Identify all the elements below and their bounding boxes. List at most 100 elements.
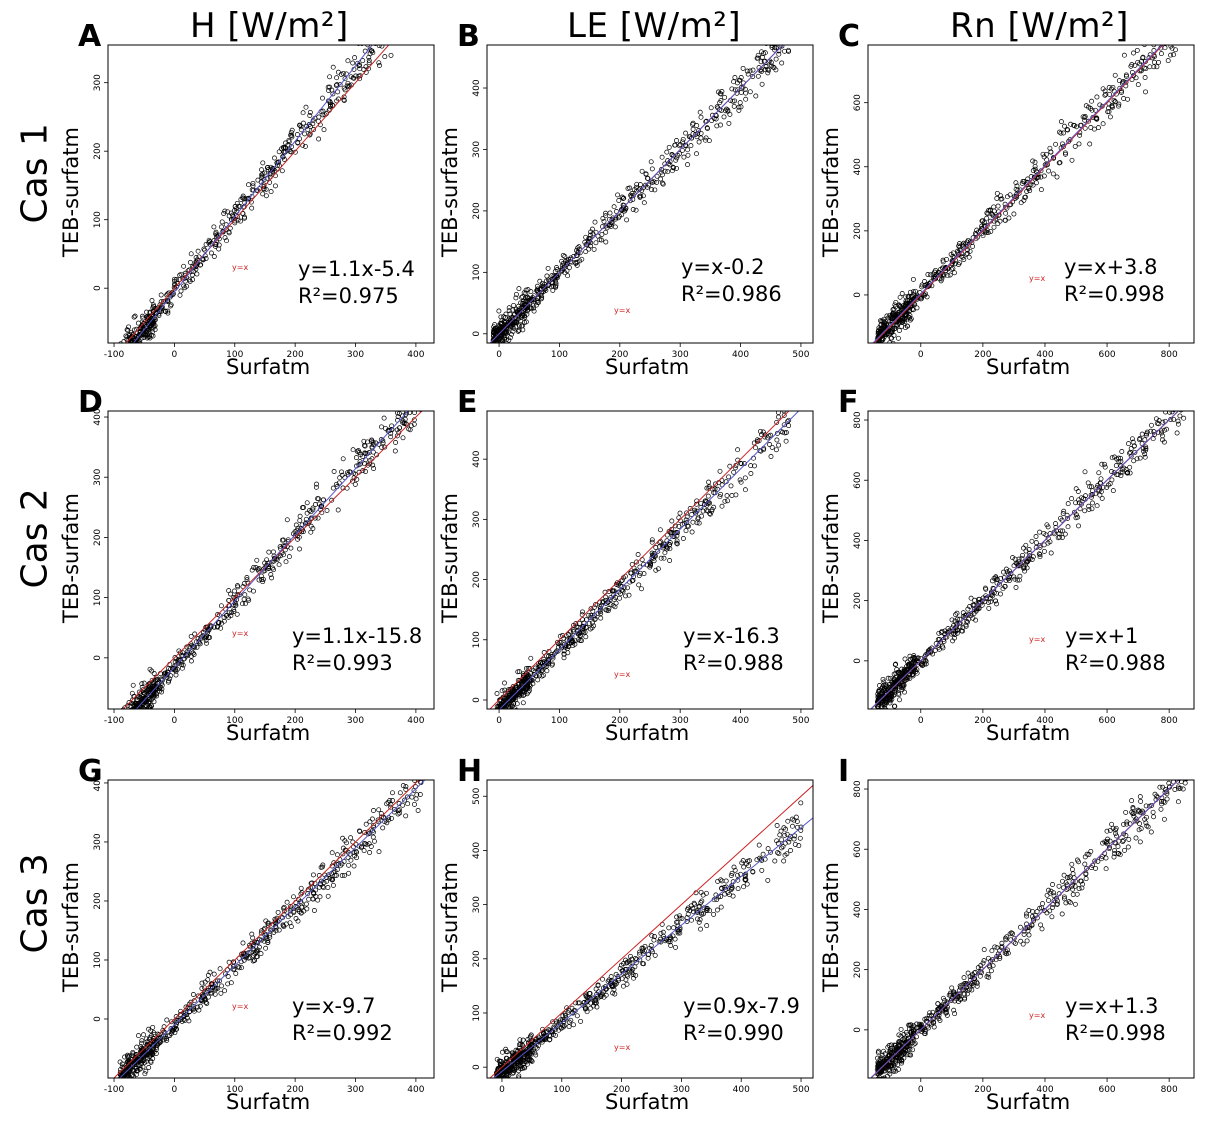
data-point xyxy=(509,702,515,708)
data-point xyxy=(1064,512,1070,518)
data-point xyxy=(1019,555,1025,561)
data-point xyxy=(313,887,319,893)
data-point xyxy=(231,959,237,965)
data-point xyxy=(607,210,613,216)
data-point xyxy=(647,559,653,565)
data-point xyxy=(131,1068,137,1074)
data-point xyxy=(1090,500,1095,506)
data-point xyxy=(342,872,347,878)
y-tick-label: 300 xyxy=(472,511,482,528)
data-point xyxy=(173,1014,179,1020)
data-point xyxy=(388,804,394,810)
data-point xyxy=(386,30,390,34)
data-point xyxy=(1022,194,1028,200)
data-point xyxy=(544,653,549,659)
data-point xyxy=(599,231,605,237)
data-point xyxy=(124,357,128,361)
data-point xyxy=(355,448,361,454)
data-point xyxy=(250,180,256,186)
data-point xyxy=(191,644,197,650)
one-to-one-label: y=x xyxy=(232,263,248,272)
data-point xyxy=(368,38,372,42)
regression-equation: y=x+1 R²=0.988 xyxy=(1065,623,1166,677)
data-point xyxy=(550,287,556,293)
data-point xyxy=(1098,480,1104,486)
column-title: Rn [W/m²] xyxy=(950,6,1129,46)
data-point xyxy=(1175,418,1181,424)
data-point xyxy=(203,999,209,1005)
data-point xyxy=(1093,115,1099,121)
y-tick-label: 0 xyxy=(472,697,482,703)
data-point xyxy=(367,461,373,467)
data-point xyxy=(985,211,991,217)
data-point xyxy=(162,1035,168,1041)
data-point xyxy=(952,270,957,276)
data-point xyxy=(207,239,213,245)
data-point xyxy=(118,366,122,370)
data-point xyxy=(178,288,184,294)
data-point xyxy=(583,625,589,631)
data-point xyxy=(516,286,522,292)
data-point xyxy=(785,47,791,53)
data-point xyxy=(395,811,401,817)
data-point xyxy=(783,430,789,435)
one-to-one-label: y=x xyxy=(614,670,630,679)
data-point xyxy=(319,503,325,509)
data-point xyxy=(222,988,228,994)
data-point xyxy=(1128,63,1134,69)
data-point xyxy=(994,580,1000,586)
data-point xyxy=(366,60,372,66)
data-point xyxy=(525,677,531,683)
data-point xyxy=(947,629,953,635)
regression-line xyxy=(119,780,426,1078)
data-point xyxy=(318,504,324,510)
data-point xyxy=(334,75,340,81)
data-point xyxy=(1060,144,1066,150)
data-point xyxy=(586,246,592,252)
data-point xyxy=(370,462,376,468)
data-point xyxy=(974,227,980,233)
data-point xyxy=(296,909,302,914)
data-point xyxy=(1030,158,1036,164)
data-point xyxy=(376,807,382,813)
data-point xyxy=(1057,160,1063,166)
equation-text: y=x+3.8 xyxy=(1064,255,1158,279)
data-point xyxy=(150,333,156,339)
data-point xyxy=(615,192,621,198)
x-axis-label: Surfatm xyxy=(986,721,1071,745)
data-point xyxy=(329,87,335,93)
data-point xyxy=(779,60,785,66)
y-tick-label: 0 xyxy=(853,658,863,664)
data-point xyxy=(287,149,293,154)
data-point xyxy=(125,344,129,348)
data-point xyxy=(773,447,779,453)
data-point xyxy=(1093,107,1098,113)
data-point xyxy=(509,331,514,337)
row-title: Cas 2 xyxy=(14,488,56,589)
data-point xyxy=(1178,406,1182,410)
data-point xyxy=(240,954,246,959)
data-point xyxy=(1037,529,1043,535)
data-point xyxy=(140,692,146,697)
data-point xyxy=(786,33,790,37)
data-point xyxy=(1026,547,1032,552)
data-point xyxy=(297,122,303,128)
data-point xyxy=(388,52,394,58)
data-point xyxy=(639,586,644,592)
data-point xyxy=(574,259,580,265)
data-point xyxy=(878,345,882,349)
data-point xyxy=(1022,568,1028,574)
data-point xyxy=(126,700,132,706)
data-point xyxy=(731,79,737,85)
data-point xyxy=(595,233,601,239)
data-point xyxy=(400,6,404,10)
data-point xyxy=(1030,554,1036,560)
x-tick-label: 400 xyxy=(1036,350,1053,360)
data-point xyxy=(1178,21,1182,25)
data-point xyxy=(325,893,331,899)
panel-letter: G xyxy=(78,754,103,789)
data-point xyxy=(580,617,586,623)
data-point xyxy=(520,677,526,682)
data-point xyxy=(900,679,906,685)
data-point xyxy=(119,726,123,730)
